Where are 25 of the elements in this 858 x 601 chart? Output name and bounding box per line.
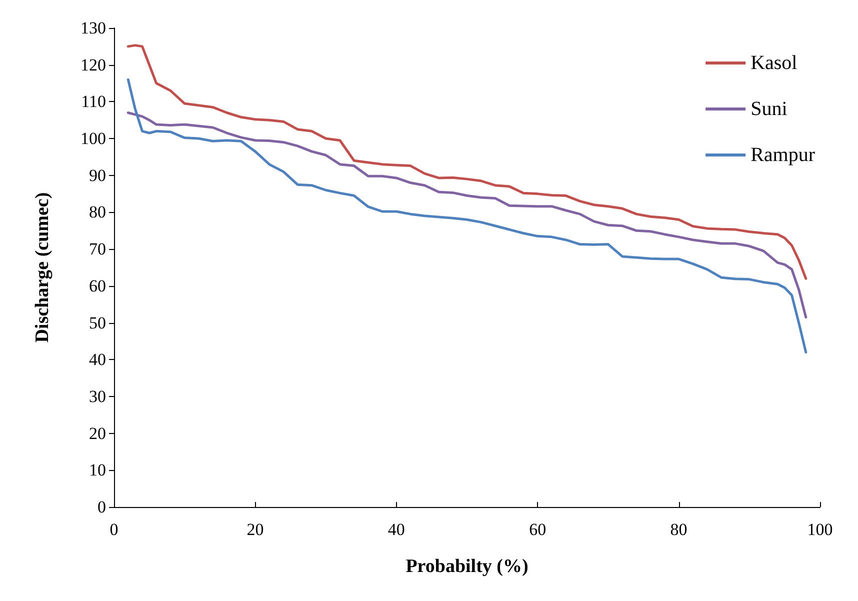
y-axis-title: Discharge (cumec): [32, 192, 53, 343]
y-tick-label: 100: [80, 129, 106, 148]
x-tick-label: 20: [246, 520, 264, 539]
legend-label: Rampur: [750, 144, 816, 166]
x-tick-label: 80: [670, 520, 688, 539]
y-tick-label: 90: [89, 166, 106, 185]
x-tick-label: 0: [110, 520, 118, 539]
y-tick-label: 110: [81, 92, 106, 112]
x-tick-label: 60: [529, 520, 546, 539]
y-tick-label: 60: [89, 276, 106, 296]
legend-label: Kasol: [750, 52, 798, 74]
y-tick-label: 40: [89, 350, 106, 370]
y-tick-label: 20: [89, 424, 106, 443]
y-tick-label: 70: [89, 240, 106, 259]
y-tick-label: 0: [98, 498, 106, 516]
y-tick-label: 10: [89, 460, 106, 480]
y-tick-label: 80: [89, 202, 106, 222]
y-tick-label: 50: [89, 313, 106, 332]
x-tick-label: 100: [807, 520, 833, 539]
x-tick-label: 40: [388, 520, 405, 539]
y-tick-label: 130: [80, 18, 106, 38]
legend-label: Suni: [750, 98, 788, 120]
x-axis-title: Probabilty (%): [406, 556, 528, 577]
y-tick-label: 120: [80, 55, 106, 74]
y-tick-label: 30: [89, 386, 106, 406]
